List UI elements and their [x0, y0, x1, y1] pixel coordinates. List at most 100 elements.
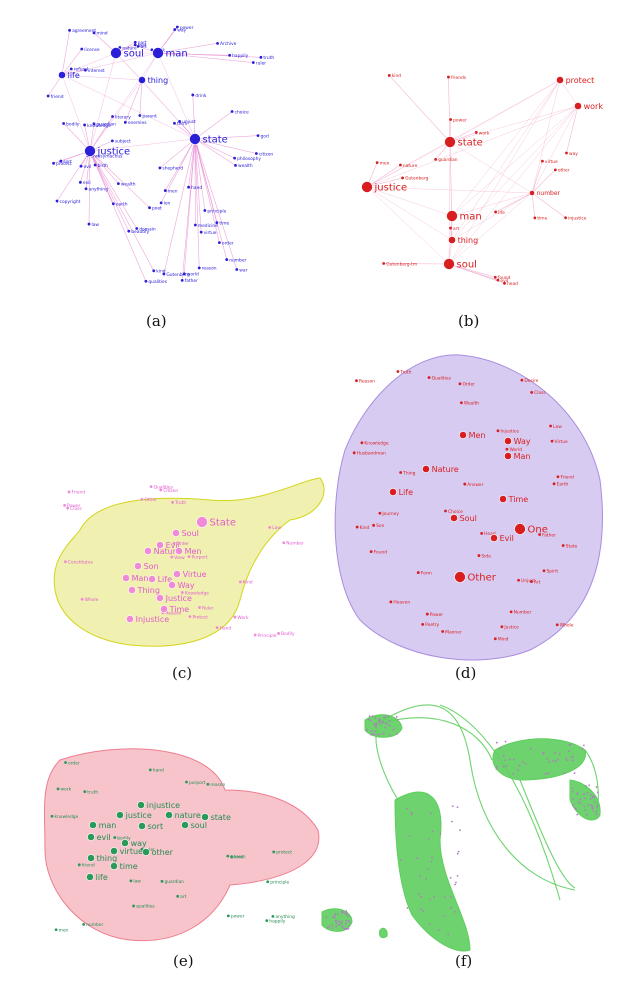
word-label: earth: [116, 202, 128, 208]
node: [583, 805, 586, 808]
hub-label: way: [131, 839, 147, 848]
word-node: [217, 241, 221, 245]
word-label: knowledge: [87, 123, 111, 129]
node: [375, 724, 378, 727]
word-label: guardian: [96, 122, 116, 128]
node: [495, 765, 498, 768]
word-node: [83, 123, 86, 127]
edge: [61, 74, 196, 140]
hub-label: Other: [468, 573, 497, 584]
word-label: Desire: [524, 378, 538, 384]
word-node: [238, 580, 242, 584]
word-label: Knowledge: [364, 441, 388, 447]
word-node: [256, 134, 260, 138]
word-label: Spirit: [547, 569, 559, 575]
node: [369, 719, 372, 722]
edge: [194, 138, 257, 154]
word-node: [480, 531, 484, 535]
word-node: [444, 509, 447, 513]
hub-node: [110, 47, 122, 59]
hub-label: State: [210, 518, 236, 529]
node: [443, 896, 446, 899]
word-node: [160, 879, 164, 883]
word-node: [67, 490, 71, 494]
node: [596, 805, 599, 808]
edge: [449, 141, 453, 241]
word-node: [493, 275, 497, 279]
node: [595, 810, 598, 812]
word-label: guardian: [164, 879, 184, 885]
edge: [61, 30, 70, 76]
hub-nodes-a: soul man life thing justice state: [58, 47, 228, 158]
edge: [194, 138, 200, 268]
edge-mass-d: [334, 354, 603, 661]
node: [572, 759, 574, 762]
word-node: [140, 498, 144, 501]
node: [420, 895, 423, 898]
word-node: [234, 163, 237, 167]
node: [502, 765, 505, 768]
hub-node: [138, 76, 146, 84]
hub-node: [58, 71, 66, 79]
edge: [194, 138, 206, 211]
hub-label: work: [584, 102, 604, 111]
node: [341, 911, 344, 913]
word-label: license: [84, 47, 100, 53]
word-label: part: [138, 40, 147, 46]
node: [387, 715, 390, 718]
word-node: [180, 591, 184, 594]
word-label: qualities: [136, 904, 155, 910]
word-label: guardian: [438, 157, 458, 163]
hub-node: [172, 529, 180, 537]
hub-label: sort: [148, 822, 164, 831]
hub-label: Men: [185, 547, 202, 556]
node: [367, 718, 370, 721]
node: [547, 772, 550, 775]
edge: [451, 79, 561, 241]
hub-node: [152, 47, 164, 59]
word-label: Form: [421, 570, 432, 576]
word-node: [449, 118, 453, 121]
hub-node: [156, 541, 164, 549]
edge: [531, 79, 561, 194]
node: [406, 907, 409, 909]
word-node: [355, 379, 358, 383]
hub-node: [87, 833, 95, 841]
word-node: [421, 622, 425, 626]
node: [325, 916, 328, 919]
hub-label: Soul: [182, 529, 199, 538]
word-node: [77, 863, 81, 867]
node: [381, 720, 384, 723]
node: [347, 919, 350, 922]
word-node: [434, 157, 438, 161]
word-label: ruler: [256, 60, 267, 66]
edge: [194, 138, 228, 260]
word-label: anything: [275, 914, 295, 920]
node: [509, 758, 511, 761]
node: [379, 722, 382, 725]
node: [347, 927, 350, 930]
node: [438, 928, 440, 931]
word-node: [149, 485, 153, 489]
word-node: [129, 879, 133, 883]
edge: [194, 138, 235, 159]
word-node: [187, 185, 190, 189]
word-label: govern: [230, 854, 246, 860]
edge: [448, 263, 499, 281]
edge: [194, 138, 238, 270]
word-node: [541, 159, 544, 163]
edge: [194, 138, 220, 243]
word-node: [148, 206, 151, 210]
word-label: friend: [51, 94, 64, 100]
word-label: injustice: [568, 216, 587, 222]
node: [386, 723, 389, 726]
word-label: happily: [269, 918, 285, 924]
word-label: Head: [484, 531, 496, 537]
edge: [188, 138, 196, 188]
word-label: men: [168, 189, 178, 194]
word-node: [387, 74, 391, 77]
node: [449, 876, 452, 879]
hub-node: [574, 102, 582, 110]
word-nodes-b: found Gutenberg Gutenberg-tm work guardian po…: [375, 73, 587, 287]
word-label: Number: [286, 541, 304, 547]
